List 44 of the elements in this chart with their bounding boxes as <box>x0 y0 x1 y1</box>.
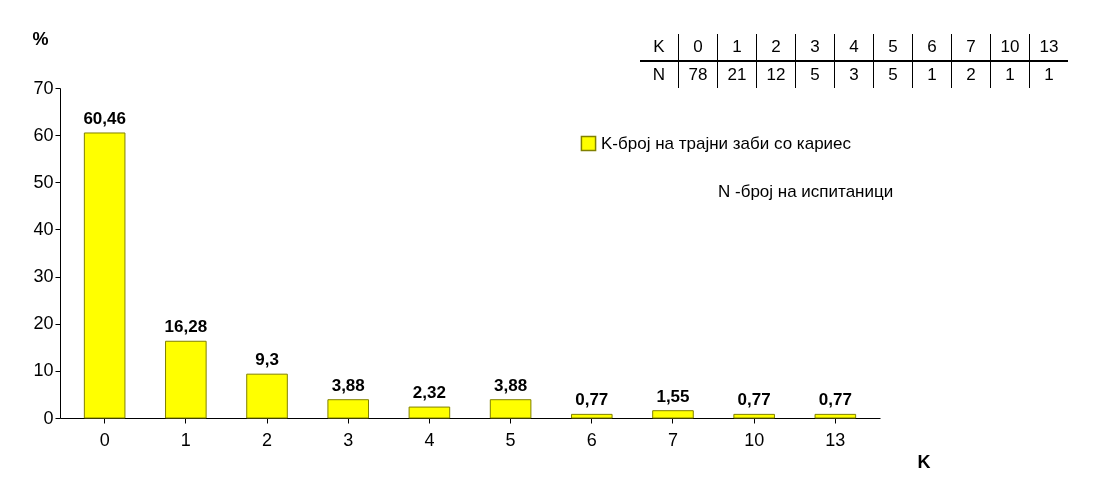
annotation: N -број на испитаници <box>718 182 894 202</box>
data-label: 16,28 <box>164 317 208 337</box>
data-label: 3,88 <box>331 375 365 395</box>
bar <box>327 399 370 419</box>
x-tick-label: 1 <box>180 429 191 450</box>
x-axis-title: K <box>917 451 931 472</box>
x-tick-label: 4 <box>424 429 435 450</box>
y-tick-label: 30 <box>33 266 54 287</box>
data-label: 9,3 <box>255 350 279 370</box>
bar <box>814 413 857 419</box>
data-label: 0,77 <box>575 390 609 410</box>
data-label: 0,77 <box>737 390 771 410</box>
y-tick-label: 40 <box>33 218 54 239</box>
x-tick-label: 7 <box>667 429 678 450</box>
data-label: 0,77 <box>818 390 852 410</box>
y-tick-label: 50 <box>33 171 54 192</box>
y-tick-label: 20 <box>33 313 54 334</box>
y-tick-label: 70 <box>33 77 54 98</box>
x-tick-label: 0 <box>99 429 110 450</box>
y-tick-label: 10 <box>33 360 54 381</box>
bar <box>570 413 613 419</box>
bar <box>83 132 126 419</box>
data-label: 1,55 <box>656 386 690 406</box>
legend-label: K-број на трајни заби со кариес <box>601 133 852 153</box>
bar <box>408 406 451 419</box>
y-tick-label: 60 <box>33 124 54 145</box>
x-tick-label: 6 <box>586 429 597 450</box>
y-axis-title: % <box>32 28 49 49</box>
bar <box>733 413 775 419</box>
bar <box>489 399 532 419</box>
text: N 78 21 12 5 3 5 1 2 1 1 <box>652 65 1054 84</box>
data-label: 60,46 <box>83 108 126 128</box>
x-tick-label: 5 <box>505 429 516 450</box>
data-label: 2,32 <box>412 383 446 403</box>
bar <box>652 410 694 419</box>
x-tick-label: 2 <box>262 429 273 450</box>
bar <box>246 373 288 419</box>
y-tick-label: 0 <box>43 407 54 428</box>
x-tick-label: 3 <box>343 429 354 450</box>
x-tick-label: 13 <box>825 429 846 450</box>
text: K 0 1 2 3 4 5 6 7 10 13 <box>653 37 1059 56</box>
x-tick-label: 10 <box>744 429 765 450</box>
bar <box>165 340 207 419</box>
data-label: 3,88 <box>494 375 528 395</box>
